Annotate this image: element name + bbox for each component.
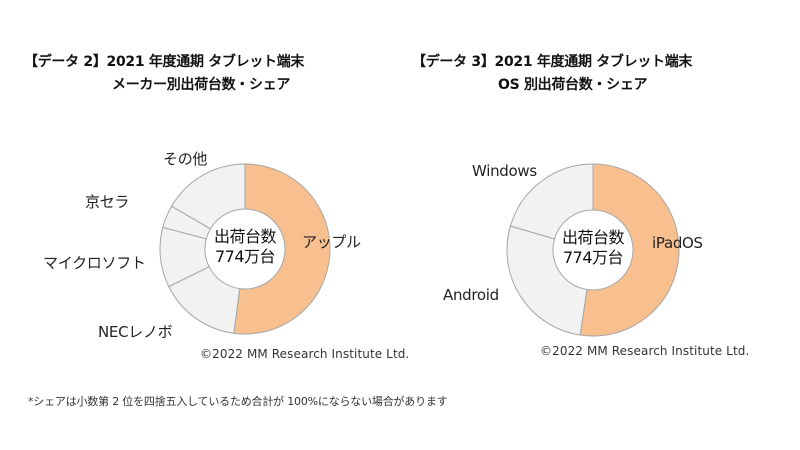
donut-segment: [509, 163, 594, 240]
right-center-line2: 774万台: [562, 248, 624, 267]
donut-segment: [233, 163, 331, 335]
footnote: *シェアは小数第 2 位を四捨五入しているため合計が 100%にならない場合があ…: [28, 395, 448, 408]
label-apple: アップル: [302, 233, 361, 251]
label-kyocera: 京セラ: [85, 193, 130, 211]
label-others: その他: [163, 150, 208, 168]
label-ipados: iPadOS: [652, 234, 703, 252]
left-chart-title-line2: メーカー別出荷台数・シェア: [112, 77, 291, 93]
label-android: Android: [443, 286, 499, 304]
right-chart-title-line2: OS 別出荷台数・シェア: [498, 77, 648, 93]
left-center-label: 出荷台数 774万台: [205, 227, 285, 267]
right-center-label: 出荷台数 774万台: [553, 228, 633, 268]
donut-segment: [170, 163, 246, 230]
label-nec-lenovo: NECレノボ: [98, 323, 173, 341]
right-center-line1: 出荷台数: [561, 228, 625, 247]
label-windows: Windows: [472, 162, 537, 180]
right-copyright: ©2022 MM Research Institute Ltd.: [540, 344, 750, 358]
donut-segment: [579, 163, 680, 337]
right-chart-title-line1: 【データ 3】2021 年度通期 タブレット端末: [412, 54, 693, 70]
label-microsoft: マイクロソフト: [43, 254, 146, 272]
left-center-line2: 774万台: [214, 247, 276, 266]
donut-segment: [506, 225, 588, 336]
left-chart-title-line1: 【データ 2】2021 年度通期 タブレット端末: [24, 54, 305, 70]
left-copyright: ©2022 MM Research Institute Ltd.: [200, 347, 410, 361]
left-center-line1: 出荷台数: [213, 227, 277, 246]
